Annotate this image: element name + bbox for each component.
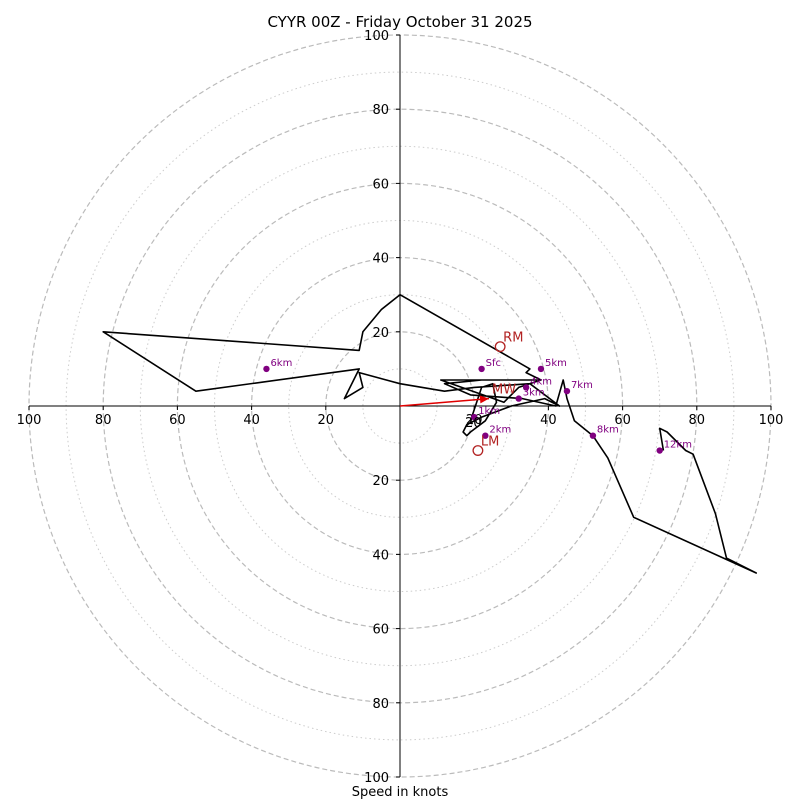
x-tick-label: 20 bbox=[318, 413, 335, 428]
x-tick-label: 80 bbox=[95, 413, 112, 428]
height-marker-dot bbox=[522, 384, 530, 391]
height-marker-dot bbox=[589, 432, 597, 439]
height-marker-label: 3km bbox=[523, 388, 545, 399]
y-tick-label: 80 bbox=[372, 103, 389, 118]
height-marker-label: 4km bbox=[530, 376, 552, 387]
shear-vector-arrowhead bbox=[479, 395, 490, 404]
storm-motion-marker bbox=[494, 341, 506, 353]
height-marker-dot bbox=[482, 432, 489, 439]
y-tick-label: 20 bbox=[372, 326, 389, 341]
height-marker-dot bbox=[471, 413, 478, 421]
y-tick-label: 100 bbox=[364, 771, 389, 786]
chart-title: CYYR 00Z - Friday October 31 2025 bbox=[267, 13, 532, 31]
height-marker-label: 12km bbox=[664, 440, 692, 451]
x-tick-label: 40 bbox=[540, 413, 557, 428]
x-tick-label: 40 bbox=[243, 413, 260, 428]
tick-labels: 100 80 60 40 20 20 40 60 80 100100806040202040608… bbox=[17, 29, 784, 786]
height-marker-label: 1km bbox=[478, 406, 500, 417]
storm-motion-label: MW bbox=[492, 383, 516, 398]
height-marker-dot bbox=[478, 365, 485, 373]
y-tick-label: 20 bbox=[372, 474, 389, 489]
height-marker-dot bbox=[515, 395, 522, 402]
y-tick-label: 60 bbox=[372, 623, 389, 638]
y-tick-label: 40 bbox=[372, 548, 389, 563]
height-marker-dot bbox=[656, 447, 663, 454]
height-marker-label: 2km bbox=[489, 425, 511, 436]
x-tick-label: 80 bbox=[689, 413, 706, 428]
x-tick-label: 100 bbox=[759, 413, 784, 428]
storm-motion-label: RM bbox=[503, 331, 523, 346]
height-marker-label: 5km bbox=[545, 358, 567, 369]
shear-vector bbox=[399, 395, 490, 407]
height-marker-dot bbox=[263, 365, 270, 373]
x-axis-label: Speed in knots bbox=[352, 785, 449, 800]
storm-motion-label: LM bbox=[481, 435, 499, 450]
height-marker-dot bbox=[563, 387, 571, 395]
x-tick-label: 100 bbox=[17, 413, 42, 428]
storm-motion-marker bbox=[472, 445, 484, 456]
y-tick-label: 60 bbox=[372, 177, 389, 192]
hodograph-line bbox=[102, 293, 758, 574]
height-marker-label: 8km bbox=[597, 425, 619, 436]
height-marker-label: 6km bbox=[270, 358, 292, 369]
y-tick-label: 100 bbox=[364, 29, 389, 44]
y-tick-label: 40 bbox=[372, 252, 389, 267]
hodograph-trace bbox=[102, 293, 758, 574]
x-tick-label: 60 bbox=[614, 413, 631, 428]
height-marker-label: Sfc bbox=[486, 358, 501, 369]
shear-vector-line bbox=[399, 397, 490, 407]
height-marker-label: 7km bbox=[571, 380, 593, 391]
ring-annotation: 20 bbox=[465, 416, 482, 431]
y-tick-label: 80 bbox=[372, 697, 389, 712]
height-marker-dot bbox=[537, 365, 545, 373]
x-tick-label: 60 bbox=[169, 413, 186, 428]
storm-motion-markers: RM LM MW bbox=[472, 331, 523, 456]
